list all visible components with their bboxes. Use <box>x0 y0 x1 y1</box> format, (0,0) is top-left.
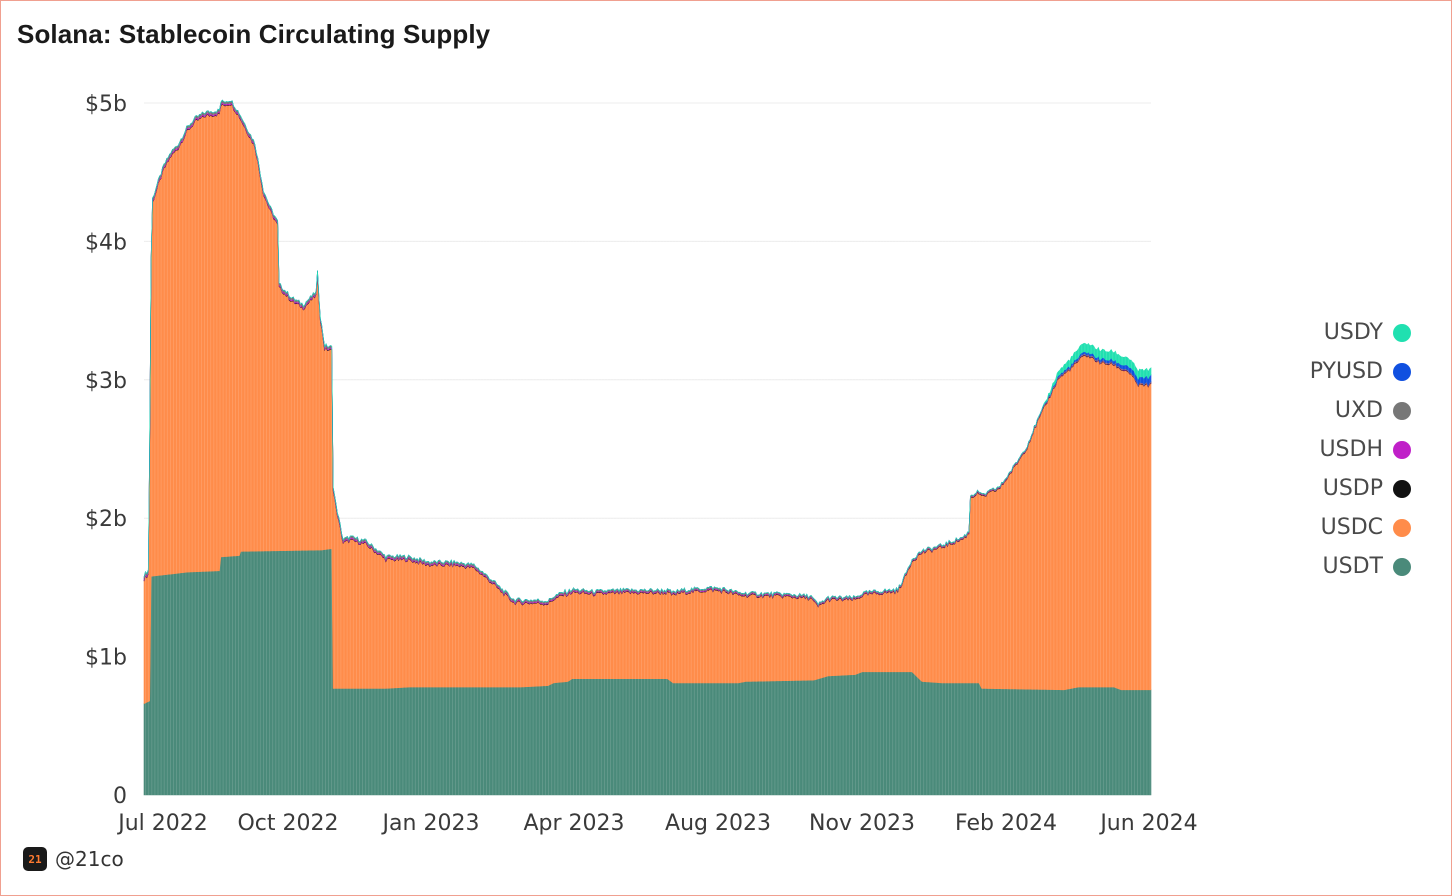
x-tick-label: Aug 2023 <box>665 811 771 836</box>
footer: 21 @21co <box>23 847 124 871</box>
x-tick-label: Feb 2024 <box>955 811 1057 836</box>
x-axis: Jul 2022 Oct 2022 Jan 2023 Apr 2023 Aug 2023… <box>116 811 1197 836</box>
y-axis: 0 $1b $2b $3b $4b $5b <box>85 92 127 809</box>
legend-item-usdh[interactable]: USDH <box>1319 430 1411 469</box>
x-tick-label: Jan 2023 <box>381 811 480 836</box>
legend-item-pyusd[interactable]: PYUSD <box>1310 352 1411 391</box>
y-tick-label: $2b <box>85 507 127 532</box>
legend-label: PYUSD <box>1309 359 1383 384</box>
y-tick-label: 0 <box>113 784 127 809</box>
legend-label: USDY <box>1323 320 1383 345</box>
legend-item-uxd[interactable]: UXD <box>1335 391 1411 430</box>
legend-item-usdt[interactable]: USDT <box>1323 547 1411 586</box>
x-tick-label: Jul 2022 <box>116 811 208 836</box>
legend-swatch-icon <box>1393 479 1411 498</box>
legend-swatch-icon <box>1393 518 1411 537</box>
legend-label: USDP <box>1322 476 1383 501</box>
series-area-usdy <box>143 99 1152 606</box>
x-tick-label: Jun 2024 <box>1098 811 1197 836</box>
legend-swatch-icon <box>1393 401 1411 420</box>
x-tick-label: Apr 2023 <box>523 811 624 836</box>
legend-swatch-icon <box>1393 362 1411 381</box>
x-tick-label: Oct 2022 <box>237 811 338 836</box>
y-tick-label: $5b <box>85 92 127 117</box>
legend-label: USDT <box>1322 554 1383 579</box>
legend-item-usdc[interactable]: USDC <box>1321 508 1411 547</box>
legend-swatch-icon <box>1393 323 1411 342</box>
bar-texture <box>145 103 1151 795</box>
legend-item-usdy[interactable]: USDY <box>1324 313 1411 352</box>
y-tick-label: $4b <box>85 230 127 255</box>
legend-label: UXD <box>1334 398 1383 423</box>
legend-swatch-icon <box>1393 440 1411 459</box>
y-tick-label: $1b <box>85 646 127 671</box>
legend: USDY PYUSD UXD USDH USDP USDC USDT <box>1310 313 1411 586</box>
chart-title: Solana: Stablecoin Circulating Supply <box>17 19 491 49</box>
x-tick-label: Nov 2023 <box>809 811 915 836</box>
brand-handle: @21co <box>55 847 124 871</box>
legend-label: USDH <box>1319 437 1383 462</box>
legend-swatch-icon <box>1393 557 1411 576</box>
y-tick-label: $3b <box>85 369 127 394</box>
series-areas <box>143 99 1152 796</box>
brand-logo-icon: 21 <box>23 847 47 871</box>
legend-label: USDC <box>1320 515 1383 540</box>
legend-item-usdp[interactable]: USDP <box>1323 469 1411 508</box>
